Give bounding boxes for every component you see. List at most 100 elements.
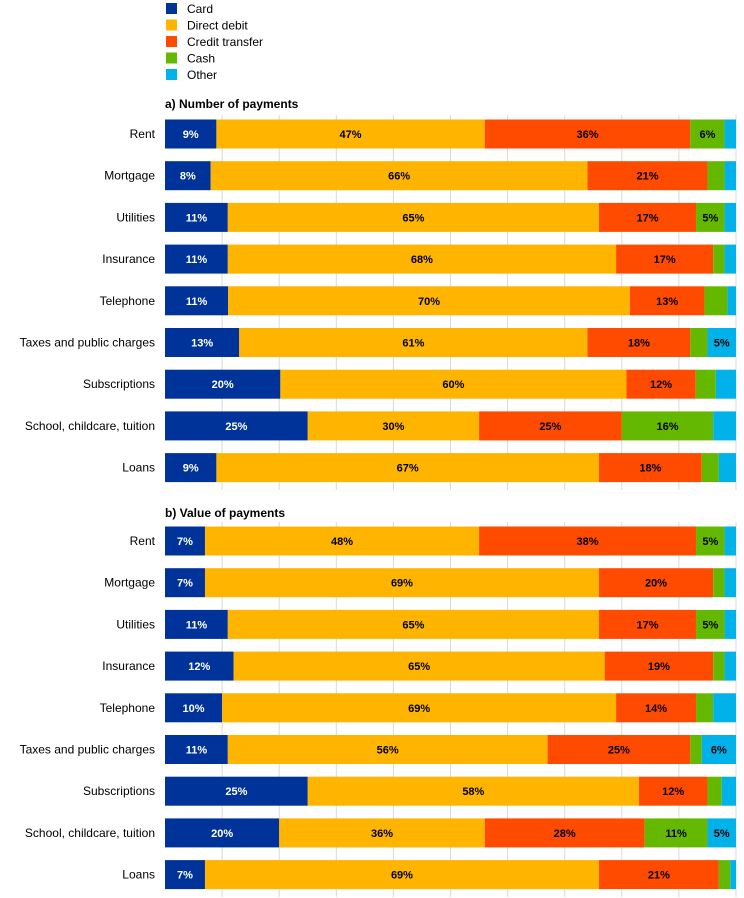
category-label: Taxes and public charges — [20, 743, 155, 757]
bar-segment-cash — [696, 693, 714, 723]
bar-segment-cash — [695, 369, 716, 399]
data-label: 11% — [186, 254, 208, 266]
data-label: 69% — [391, 578, 413, 590]
bar-segment-direct-debit — [228, 286, 630, 316]
bar-segment-credit-transfer — [598, 202, 697, 232]
category-label: Telephone — [100, 701, 156, 715]
data-label: 11% — [186, 296, 208, 308]
bar-segment-cash — [713, 651, 725, 681]
data-label: 70% — [418, 296, 440, 308]
data-label: 48% — [331, 536, 353, 548]
category-label: Taxes and public charges — [20, 336, 155, 350]
data-label: 25% — [225, 786, 247, 798]
legend-swatch-card — [166, 3, 177, 14]
bar-segment-direct-debit — [239, 328, 588, 357]
data-label: 36% — [371, 828, 393, 840]
data-label: 9% — [183, 463, 199, 475]
bar-segment-other — [707, 818, 736, 848]
data-label: 30% — [382, 421, 404, 433]
bar-segment-cash — [701, 453, 719, 483]
bar-segment-card — [165, 161, 211, 191]
bar-segment-other — [727, 286, 736, 316]
legend-swatch-credit-transfer — [166, 36, 177, 47]
bar-segment-other — [724, 202, 736, 232]
data-label: 69% — [408, 703, 430, 715]
data-label: 18% — [628, 338, 650, 350]
bar-segment-direct-debit — [204, 568, 599, 598]
data-label: 38% — [577, 536, 599, 548]
bar-segment-cash — [621, 411, 714, 441]
data-label: 25% — [225, 421, 247, 433]
bar-segment-direct-debit — [227, 244, 617, 274]
data-label: 5% — [702, 212, 718, 224]
bar-segment-direct-debit — [227, 735, 548, 764]
category-label: Rent — [130, 127, 156, 141]
bar-segment-card — [165, 860, 205, 890]
bar-segment-cash — [690, 328, 708, 357]
data-label: 6% — [699, 129, 715, 141]
data-label: 28% — [554, 828, 576, 840]
data-label: 20% — [212, 379, 234, 391]
data-label: 69% — [391, 870, 413, 882]
data-label: 11% — [665, 828, 687, 840]
bar-segment-credit-transfer — [484, 818, 645, 848]
bar-segment-credit-transfer — [604, 651, 714, 681]
category-label: Subscriptions — [83, 784, 155, 798]
data-label: 68% — [411, 254, 433, 266]
bar-segment-card — [165, 286, 229, 316]
data-label: 25% — [539, 421, 561, 433]
data-label: 21% — [636, 171, 658, 183]
bar-segment-card — [165, 568, 205, 598]
bar-segment-cash — [713, 568, 725, 598]
panel-title: b) Value of payments — [165, 506, 285, 520]
legend-swatch-direct-debit — [166, 19, 177, 31]
legend-label-cash: Cash — [187, 52, 215, 66]
bar-segment-cash — [713, 244, 725, 274]
category-label: Telephone — [100, 294, 156, 308]
bar-segment-other — [701, 735, 736, 764]
data-label: 65% — [408, 661, 430, 673]
bar-segment-credit-transfer — [616, 244, 714, 274]
bar-segment-card — [165, 453, 217, 483]
bar-segment-cash — [644, 818, 708, 848]
legend-swatch-cash — [166, 52, 177, 64]
bar-segment-direct-debit — [216, 119, 485, 149]
bar-segment-other — [724, 161, 736, 191]
bar-segment-cash — [690, 735, 702, 764]
bar-segment-direct-debit — [204, 860, 599, 890]
data-label: 14% — [645, 703, 667, 715]
data-label: 17% — [636, 619, 658, 631]
category-label: Mortgage — [104, 169, 155, 183]
data-label: 67% — [397, 463, 419, 475]
bar-segment-card — [165, 818, 280, 848]
panel-title: a) Number of payments — [165, 97, 299, 111]
bar-segment-card — [165, 328, 240, 357]
category-label: Loans — [122, 868, 155, 882]
category-label: Utilities — [116, 210, 155, 224]
bar-segment-cash — [718, 860, 731, 890]
data-label: 12% — [650, 379, 672, 391]
bar-segment-credit-transfer — [598, 609, 697, 639]
data-label: 10% — [183, 703, 205, 715]
bar-segment-card — [165, 693, 223, 723]
bar-segment-card — [165, 369, 281, 399]
data-label: 7% — [177, 536, 193, 548]
bar-segment-credit-transfer — [484, 119, 691, 149]
bar-segment-card — [165, 411, 308, 441]
data-label: 5% — [702, 619, 718, 631]
bar-segment-credit-transfer — [479, 411, 622, 441]
bar-segment-other — [713, 693, 736, 723]
bar-segment-other — [715, 369, 736, 399]
legend-label-credit-transfer: Credit transfer — [187, 35, 263, 49]
legend-label-card: Card — [187, 2, 213, 16]
bar-segment-card — [165, 776, 308, 806]
bar-segment-direct-debit — [222, 693, 617, 723]
data-label: 25% — [608, 745, 630, 757]
bar-segment-credit-transfer — [547, 735, 691, 764]
bar-segment-other — [724, 568, 736, 598]
data-label: 12% — [188, 661, 210, 673]
bar-segment-cash — [696, 609, 725, 639]
category-label: Insurance — [102, 252, 155, 266]
bar-segment-direct-debit — [280, 369, 627, 399]
